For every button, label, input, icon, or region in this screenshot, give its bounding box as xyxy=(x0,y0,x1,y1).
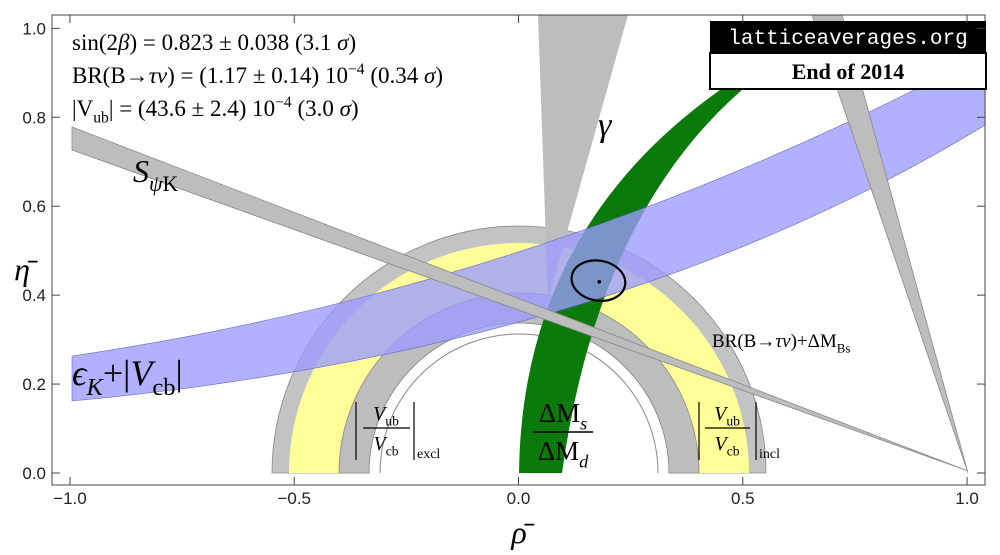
gamma-band xyxy=(538,15,628,300)
fit-contour xyxy=(570,259,627,302)
band-label: Vcb xyxy=(373,433,398,459)
label-part: sin(2 xyxy=(72,30,118,55)
label-part: S xyxy=(133,153,149,189)
label-part: Bs xyxy=(837,340,851,355)
label-part: τν xyxy=(149,63,168,88)
dm-band xyxy=(519,75,760,473)
y-tick-label: 1.0 xyxy=(22,19,46,38)
x-tick-label: −0.5 xyxy=(277,489,311,508)
annotation: sin(2β) = 0.823 ± 0.038 (3.1 σ) xyxy=(72,30,356,55)
x-tick-label: −1.0 xyxy=(53,489,87,508)
band-label: ΔMs xyxy=(539,398,588,434)
label-part: (3.0 xyxy=(292,96,340,121)
y-tick-label: 0.2 xyxy=(22,375,46,394)
label-part: ψ xyxy=(149,172,163,196)
x-tick-label: 0.5 xyxy=(731,489,755,508)
label-part: γ xyxy=(598,107,613,144)
label-part: ub xyxy=(726,414,740,429)
label-part: |V xyxy=(72,96,94,121)
band-label: Vub xyxy=(373,403,399,429)
label-part: BR(B→ xyxy=(712,331,775,352)
label-part: +| xyxy=(103,353,131,393)
label-part: τν xyxy=(775,331,791,352)
label-part: ub xyxy=(93,109,109,126)
label-part: V xyxy=(373,433,388,455)
fit-point xyxy=(597,279,602,284)
y-tick-label: 0.8 xyxy=(22,108,46,127)
logo-site: latticeaverages.org xyxy=(728,28,967,51)
label-part: ) xyxy=(435,63,443,88)
label-part: s xyxy=(580,414,587,434)
label-part: K xyxy=(86,374,105,401)
label-part: V xyxy=(714,403,729,425)
label-part: | = (43.6 ± 2.4) 10 xyxy=(109,96,275,121)
label-part: ) xyxy=(351,96,359,121)
label-part: β xyxy=(117,30,130,55)
annotation: BR(B→τν) = (1.17 ± 0.14) 10−4 (0.34 σ) xyxy=(72,61,443,88)
band-label: incl xyxy=(759,447,780,462)
band-label: Vub xyxy=(714,403,740,429)
br-band xyxy=(811,15,969,474)
label-part: cb xyxy=(152,374,175,401)
label-part: V xyxy=(714,433,729,455)
label-part: | xyxy=(175,353,182,393)
logo-box xyxy=(710,21,986,53)
band-label: ΔMd xyxy=(538,436,589,472)
label-part: cb xyxy=(727,444,740,459)
label-part: )+ΔM xyxy=(791,331,837,352)
logo-edition-box xyxy=(709,52,987,90)
label-part: σ xyxy=(424,63,437,88)
label-part: σ xyxy=(340,96,353,121)
annotation: |Vub| = (43.6 ± 2.4) 10−4 (3.0 σ) xyxy=(72,94,359,127)
spsik-band xyxy=(71,126,969,472)
label-part: ) = 0.823 ± 0.038 (3.1 xyxy=(129,30,337,55)
band-label: excl xyxy=(417,447,440,462)
label-part: −4 xyxy=(348,61,365,78)
label-part: V xyxy=(130,353,156,393)
y-tick-label: 0.6 xyxy=(22,197,46,216)
label-part: ) = (1.17 ± 0.14) 10 xyxy=(167,63,348,88)
y-tick-label: 0.4 xyxy=(22,286,46,305)
label-part: cb xyxy=(386,444,399,459)
label-part: (0.34 xyxy=(365,63,424,88)
label-part: −4 xyxy=(275,94,292,111)
label-part: ub xyxy=(385,414,399,429)
bands xyxy=(71,15,985,474)
label-part: d xyxy=(579,452,589,472)
logo-edition: End of 2014 xyxy=(792,59,904,84)
band-label: SψK xyxy=(133,153,179,196)
band-label: BR(B→τν)+ΔMBs xyxy=(712,331,850,355)
label-part: ΔM xyxy=(539,398,580,428)
label-part: ) xyxy=(348,30,356,55)
label-part: K xyxy=(163,172,179,196)
band-label: γ xyxy=(598,107,613,144)
epsk-band xyxy=(71,68,985,402)
vub-contour xyxy=(379,333,659,474)
label-part: ΔM xyxy=(538,436,579,466)
band-label: Vcb xyxy=(714,433,739,459)
x-tick-label: 1.0 xyxy=(955,489,979,508)
x-tick-label: 0.0 xyxy=(507,489,531,508)
y-tick-label: 0.0 xyxy=(22,464,46,483)
label-part: BR(B→ xyxy=(72,63,149,88)
label-part: V xyxy=(373,403,388,425)
band-label: ϵK+|Vcb| xyxy=(72,353,183,401)
label-part: σ xyxy=(337,30,350,55)
label-part: ϵ xyxy=(72,353,88,393)
